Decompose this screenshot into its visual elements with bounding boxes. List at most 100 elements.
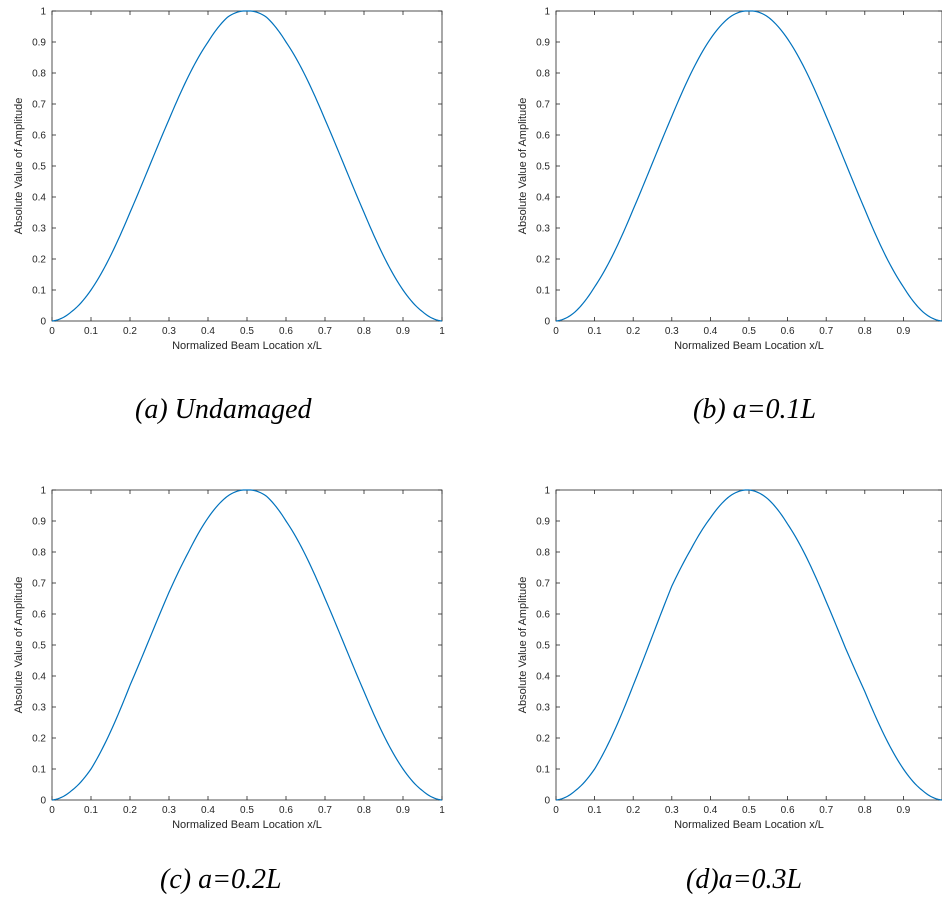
axes-box <box>555 10 942 322</box>
x-tick-label: 0.9 <box>896 326 910 337</box>
x-tick-label: 0 <box>49 326 55 337</box>
caption-b: (b) a=0.1L <box>693 394 817 425</box>
y-tick-label: 0.6 <box>536 131 550 142</box>
y-tick-label: 0.8 <box>536 69 550 80</box>
x-tick-label: 0.4 <box>201 326 215 337</box>
y-axis-label: Absolute Value of Amplitude <box>517 98 529 235</box>
y-tick-label: 1 <box>544 486 550 497</box>
caption-c: (c) a=0.2L <box>160 864 282 895</box>
y-tick-label: 0.6 <box>32 131 46 142</box>
series-line <box>555 10 942 322</box>
x-axis-label: Normalized Beam Location x/L <box>674 340 824 352</box>
y-tick-label: 0.8 <box>536 548 550 559</box>
y-tick-label: 0.1 <box>536 765 550 776</box>
x-tick-label: 0.3 <box>162 805 176 816</box>
x-tick-label: 0 <box>49 805 55 816</box>
series-line <box>555 489 942 801</box>
y-axis-label: Absolute Value of Amplitude <box>13 577 25 714</box>
x-axis-label: Normalized Beam Location x/L <box>674 819 824 831</box>
x-tick-label: 0.3 <box>162 326 176 337</box>
y-tick-label: 1 <box>544 7 550 18</box>
axes-box <box>555 489 942 801</box>
x-tick-label: 0.2 <box>123 326 137 337</box>
subplot-b: 0 0.1 0.2 0.3 0.4 0.5 0.6 0.7 0.8 0.9 0 0.1 0.2 0.3 0.… <box>517 7 942 352</box>
x-tick-label: 0.2 <box>123 805 137 816</box>
y-tick-label: 0.3 <box>32 703 46 714</box>
y-tick-label: 0 <box>544 796 550 807</box>
x-tick-label: 0.9 <box>896 805 910 816</box>
series-line <box>51 10 443 322</box>
y-tick-label: 0.7 <box>536 579 550 590</box>
y-tick-label: 0.3 <box>32 224 46 235</box>
y-tick-label: 0.4 <box>32 672 46 683</box>
y-tick-label: 0.1 <box>32 765 46 776</box>
x-tick-label: 0.1 <box>588 805 602 816</box>
x-tick-label: 0.6 <box>279 805 293 816</box>
series-line <box>51 489 443 801</box>
x-tick-label: 0.3 <box>665 805 679 816</box>
x-tick-label: 0 <box>553 805 559 816</box>
x-tick-label: 0.5 <box>742 805 756 816</box>
x-tick-label: 0.9 <box>396 326 410 337</box>
y-tick-label: 0.2 <box>536 734 550 745</box>
x-tick-label: 0.4 <box>703 326 717 337</box>
y-tick-label: 0.2 <box>32 255 46 266</box>
x-tick-label: 0.4 <box>201 805 215 816</box>
x-tick-label: 0.7 <box>318 805 332 816</box>
x-tick-label: 0.1 <box>84 326 98 337</box>
y-tick-label: 0.9 <box>32 38 46 49</box>
x-tick-label: 0.8 <box>357 805 371 816</box>
y-tick-label: 1 <box>40 486 46 497</box>
y-tick-label: 0.9 <box>536 38 550 49</box>
subplot-d: 0 0.1 0.2 0.3 0.4 0.5 0.6 0.7 0.8 0.9 0 0.1 0.2 0.3 0.… <box>517 486 942 831</box>
x-tick-label: 0.2 <box>626 326 640 337</box>
y-tick-label: 0.2 <box>32 734 46 745</box>
subplot-a: 0 0.1 0.2 0.3 0.4 0.5 0.6 0.7 0.8 0.9 1 0 0.1 0.2 0.3 0… <box>13 7 445 353</box>
x-tick-label: 1 <box>439 326 445 337</box>
caption-d: (d)a=0.3L <box>686 864 803 895</box>
x-tick-label: 0.5 <box>240 326 254 337</box>
x-tick-label: 0.6 <box>279 326 293 337</box>
x-tick-label: 0.1 <box>588 326 602 337</box>
y-tick-label: 0.7 <box>32 579 46 590</box>
x-axis-label: Normalized Beam Location x/L <box>172 340 322 352</box>
y-tick-label: 0.5 <box>536 641 550 652</box>
y-tick-label: 0 <box>40 796 46 807</box>
x-tick-label: 0.6 <box>781 326 795 337</box>
x-tick-label: 0.5 <box>742 326 756 337</box>
y-tick-label: 0.7 <box>536 100 550 111</box>
x-tick-label: 1 <box>439 805 445 816</box>
y-tick-label: 0.5 <box>32 162 46 173</box>
y-axis-label: Absolute Value of Amplitude <box>13 98 25 235</box>
subplot-c: 0 0.1 0.2 0.3 0.4 0.5 0.6 0.7 0.8 0.9 1 0 0.1 0.2 0.3 0… <box>13 486 445 832</box>
y-tick-label: 0.4 <box>536 193 550 204</box>
x-tick-label: 0.8 <box>858 805 872 816</box>
y-tick-label: 0.3 <box>536 703 550 714</box>
x-tick-label: 0.7 <box>819 326 833 337</box>
y-tick-label: 0 <box>40 317 46 328</box>
y-tick-label: 0.1 <box>32 286 46 297</box>
y-tick-label: 0.7 <box>32 100 46 111</box>
y-tick-label: 0.3 <box>536 224 550 235</box>
y-tick-label: 0.8 <box>32 548 46 559</box>
x-tick-label: 0.2 <box>626 805 640 816</box>
x-tick-label: 0.1 <box>84 805 98 816</box>
x-tick-label: 0.7 <box>819 805 833 816</box>
y-tick-label: 0.6 <box>536 610 550 621</box>
y-tick-label: 1 <box>40 7 46 18</box>
y-tick-label: 0.5 <box>32 641 46 652</box>
x-axis-label: Normalized Beam Location x/L <box>172 819 322 831</box>
y-tick-label: 0.4 <box>32 193 46 204</box>
axes-box <box>51 489 443 801</box>
y-tick-label: 0.2 <box>536 255 550 266</box>
x-tick-label: 0.4 <box>703 805 717 816</box>
y-tick-label: 0.4 <box>536 672 550 683</box>
y-tick-label: 0.5 <box>536 162 550 173</box>
y-tick-label: 0.8 <box>32 69 46 80</box>
x-tick-label: 0.9 <box>396 805 410 816</box>
y-tick-label: 0.1 <box>536 286 550 297</box>
y-tick-label: 0.6 <box>32 610 46 621</box>
x-tick-label: 0.7 <box>318 326 332 337</box>
axes-box <box>51 10 443 322</box>
